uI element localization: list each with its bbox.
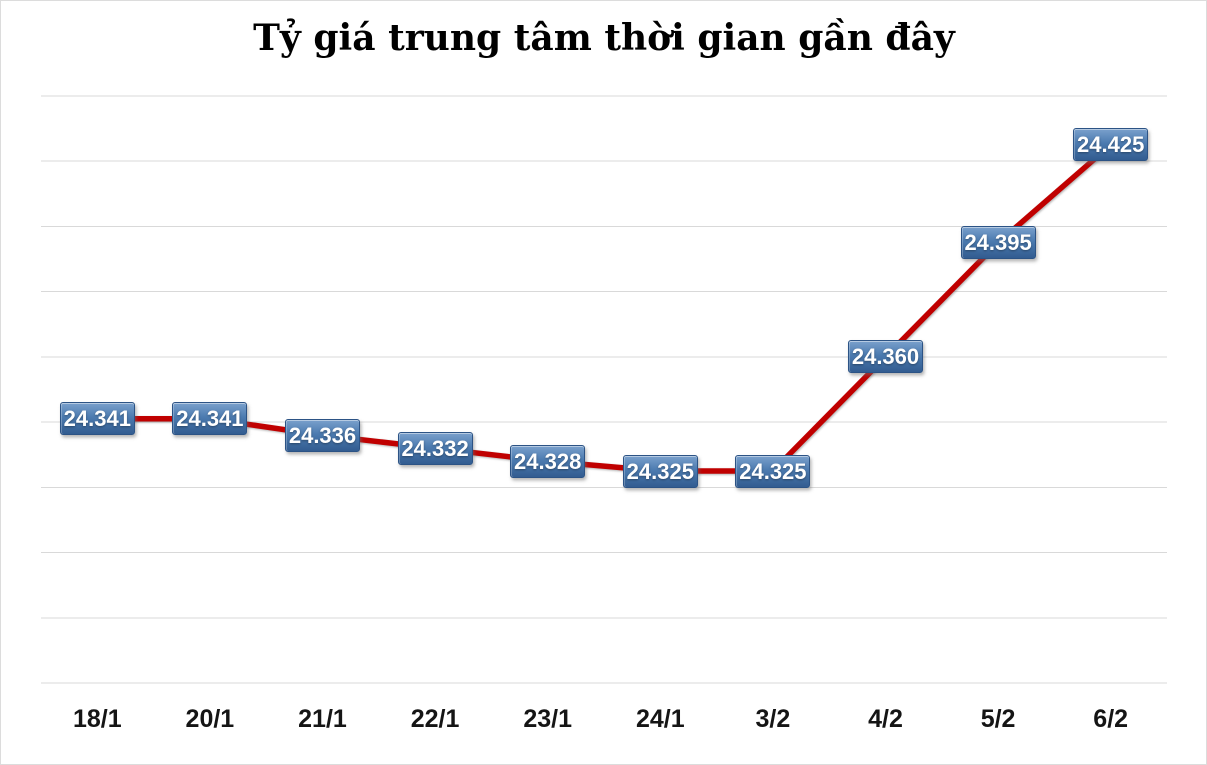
gridlines bbox=[41, 95, 1167, 684]
data-label: 24.325 bbox=[622, 454, 698, 488]
data-label: 24.341 bbox=[59, 402, 135, 436]
data-label: 24.341 bbox=[172, 402, 248, 436]
data-label: 24.360 bbox=[848, 340, 923, 374]
x-axis-label: 22/1 bbox=[410, 705, 460, 733]
x-axis-label: 6/2 bbox=[1093, 705, 1129, 733]
data-label: 24.425 bbox=[1073, 128, 1149, 162]
data-label: 24.325 bbox=[735, 454, 811, 488]
data-label: 24.328 bbox=[510, 444, 586, 478]
x-axis-label: 24/1 bbox=[635, 705, 685, 733]
x-axis-label: 18/1 bbox=[72, 705, 122, 733]
data-label: 24.332 bbox=[397, 431, 473, 465]
x-axis-label: 21/1 bbox=[298, 705, 347, 733]
x-axis-label: 3/2 bbox=[755, 705, 791, 733]
exchange-rate-line-series bbox=[94, 142, 1114, 474]
data-label: 24.395 bbox=[960, 226, 1036, 260]
x-axis-label: 4/2 bbox=[868, 705, 903, 733]
x-axis-label: 5/2 bbox=[980, 705, 1016, 733]
x-axis-label: 23/1 bbox=[523, 705, 573, 733]
x-axis-label: 20/1 bbox=[185, 705, 235, 733]
data-label: 24.336 bbox=[285, 418, 360, 452]
chart-title: Tỷ giá trung tâm thời gian gần đây bbox=[253, 17, 955, 59]
